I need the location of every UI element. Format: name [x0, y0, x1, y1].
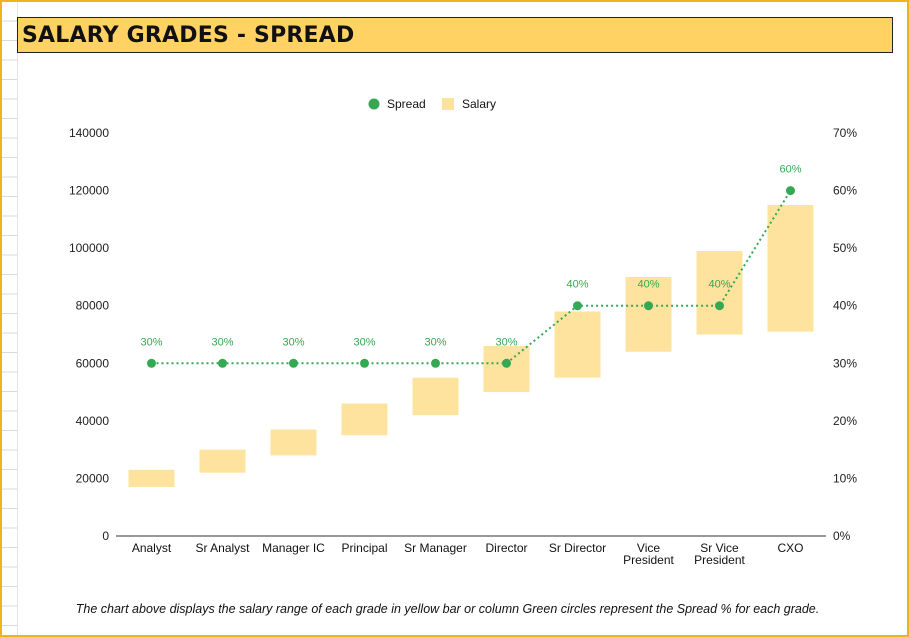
title-bar: SALARY GRADES - SPREAD	[17, 17, 893, 53]
spread-data-label: 30%	[353, 336, 375, 348]
salary-bar	[625, 276, 672, 352]
spread-point	[218, 358, 227, 368]
spread-data-label: 40%	[708, 279, 730, 291]
y-left-tick-label: 0	[102, 529, 109, 543]
salary-bar	[412, 377, 459, 416]
salary-bar	[128, 469, 175, 488]
sheet-row-gutter	[2, 2, 18, 635]
y-left-tick-label: 140000	[69, 126, 109, 140]
salary-bar	[199, 449, 246, 473]
y-left-tick-label: 100000	[69, 241, 109, 255]
x-tick-label: Analyst	[132, 541, 172, 555]
legend-spread-marker	[368, 98, 380, 110]
y-left-tick-label: 60000	[76, 356, 110, 370]
spread-data-label: 30%	[211, 336, 233, 348]
y-right-tick-label: 10%	[833, 471, 857, 485]
salary-bar	[554, 311, 601, 378]
salary-bar	[483, 346, 530, 393]
salary-bar	[270, 429, 317, 456]
spread-point	[715, 301, 724, 311]
spread-data-label: 60%	[779, 164, 801, 176]
y-right-tick-label: 40%	[833, 299, 857, 313]
spread-data-label: 30%	[140, 336, 162, 348]
y-right-tick-label: 20%	[833, 414, 857, 428]
spread-point	[360, 358, 369, 368]
spread-data-label: 40%	[566, 279, 588, 291]
salary-bar	[767, 204, 814, 332]
spread-line	[151, 190, 792, 365]
spread-data-label: 30%	[424, 336, 446, 348]
y-left-tick-label: 20000	[76, 471, 110, 485]
x-tick-label: Principal	[341, 541, 387, 555]
x-tick-label: Director	[485, 541, 527, 555]
x-tick-label: Sr Analyst	[195, 541, 250, 555]
y-right-tick-label: 0%	[833, 529, 851, 543]
spread-data-label: 30%	[495, 336, 517, 348]
y-right-tick-label: 30%	[833, 356, 857, 370]
spread-point	[431, 358, 440, 368]
x-tick-label: Vice President	[623, 541, 674, 567]
x-tick-label: Sr Manager	[404, 541, 467, 555]
salary-bar	[696, 251, 743, 335]
spread-point	[573, 301, 582, 311]
x-tick-label: CXO	[777, 541, 803, 555]
x-tick-label: Sr Director	[549, 541, 606, 555]
salary-bar	[341, 403, 388, 436]
y-left-tick-label: 120000	[69, 184, 109, 198]
legend-salary-marker	[442, 98, 454, 110]
legend-spread-label: Spread	[387, 97, 426, 111]
page-title: SALARY GRADES - SPREAD	[22, 22, 355, 48]
y-left-tick-label: 40000	[76, 414, 110, 428]
spread-point	[289, 358, 298, 368]
spread-data-label: 30%	[282, 336, 304, 348]
legend-salary-label: Salary	[462, 97, 496, 111]
y-left-tick-label: 80000	[76, 299, 110, 313]
y-right-tick-label: 70%	[833, 126, 857, 140]
x-tick-label: Sr Vice President	[694, 541, 745, 567]
spread-point	[644, 301, 653, 311]
chart-caption: The chart above displays the salary rang…	[75, 602, 820, 616]
spread-point	[786, 186, 795, 196]
spread-point	[147, 358, 156, 368]
x-tick-label: Manager IC	[262, 541, 325, 555]
spread-point	[502, 358, 511, 368]
y-right-tick-label: 60%	[833, 184, 857, 198]
y-right-tick-label: 50%	[833, 241, 857, 255]
spread-data-label: 40%	[637, 279, 659, 291]
